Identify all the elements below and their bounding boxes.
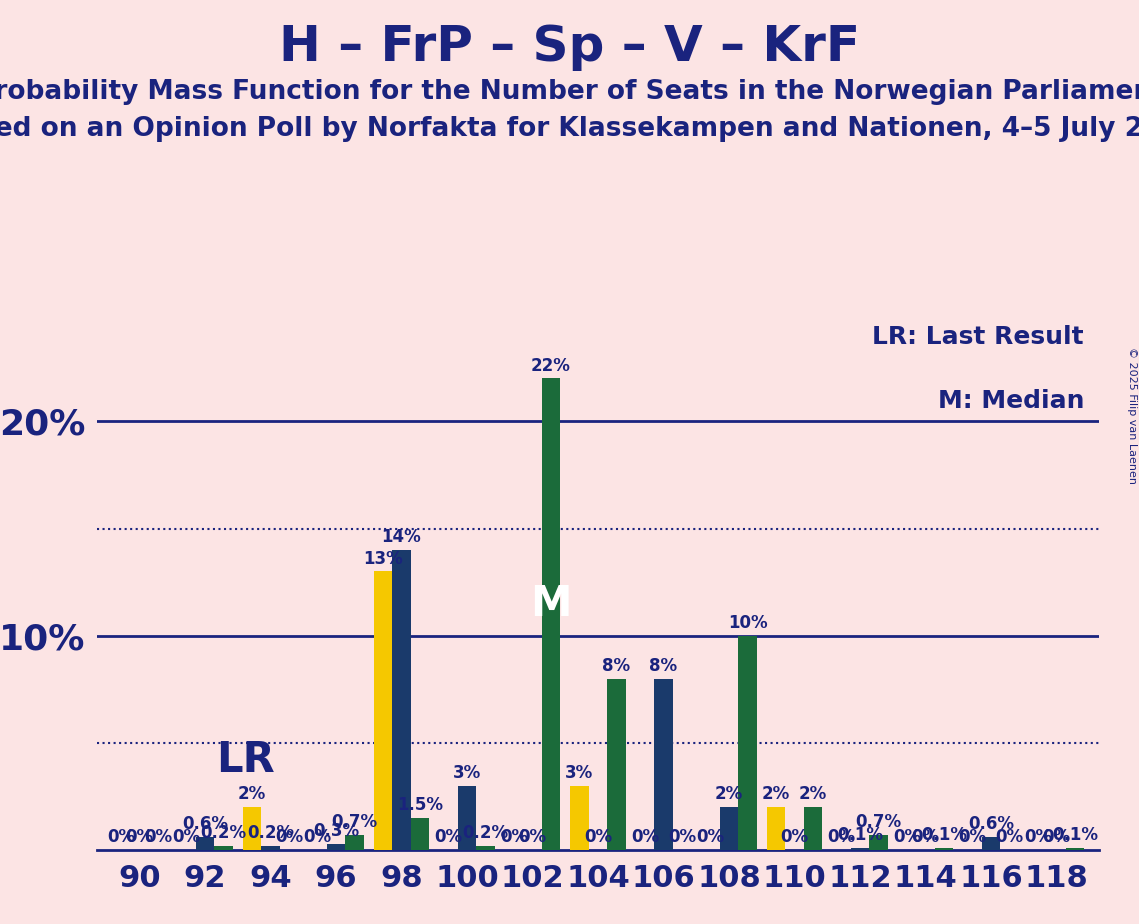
Bar: [804, 808, 822, 850]
Text: 0%: 0%: [631, 828, 659, 846]
Text: 3%: 3%: [565, 764, 593, 782]
Bar: [392, 550, 411, 850]
Text: 0%: 0%: [434, 828, 462, 846]
Text: 22%: 22%: [531, 357, 571, 374]
Text: 0.6%: 0.6%: [968, 815, 1014, 833]
Text: 13%: 13%: [363, 550, 403, 567]
Text: 0%: 0%: [500, 828, 528, 846]
Text: 0%: 0%: [144, 828, 172, 846]
Bar: [411, 818, 429, 850]
Text: M: M: [531, 583, 572, 625]
Text: 2%: 2%: [798, 785, 827, 803]
Text: 2%: 2%: [238, 785, 267, 803]
Text: 2%: 2%: [762, 785, 790, 803]
Bar: [1066, 848, 1084, 850]
Text: 0.6%: 0.6%: [182, 815, 228, 833]
Text: LR: LR: [216, 739, 274, 782]
Text: 8%: 8%: [603, 657, 631, 675]
Bar: [935, 848, 953, 850]
Text: 0%: 0%: [172, 828, 200, 846]
Text: M: Median: M: Median: [937, 389, 1084, 413]
Bar: [542, 379, 560, 850]
Text: 0.2%: 0.2%: [200, 824, 246, 842]
Text: 0%: 0%: [125, 828, 154, 846]
Text: 0.7%: 0.7%: [855, 813, 902, 832]
Text: 0.1%: 0.1%: [1052, 826, 1098, 845]
Text: 0%: 0%: [911, 828, 940, 846]
Text: 1.5%: 1.5%: [398, 796, 443, 814]
Text: Based on an Opinion Poll by Norfakta for Klassekampen and Nationen, 4–5 July 202: Based on an Opinion Poll by Norfakta for…: [0, 116, 1139, 141]
Bar: [738, 636, 756, 850]
Bar: [720, 808, 738, 850]
Text: 0%: 0%: [303, 828, 331, 846]
Text: 0.2%: 0.2%: [247, 824, 294, 842]
Text: LR: Last Result: LR: Last Result: [872, 325, 1084, 349]
Bar: [243, 808, 261, 850]
Bar: [851, 848, 869, 850]
Text: 0%: 0%: [274, 828, 303, 846]
Text: Probability Mass Function for the Number of Seats in the Norwegian Parliament: Probability Mass Function for the Number…: [0, 79, 1139, 104]
Text: 0%: 0%: [1042, 828, 1071, 846]
Text: 2%: 2%: [715, 785, 743, 803]
Text: 8%: 8%: [649, 657, 678, 675]
Text: 0%: 0%: [584, 828, 612, 846]
Text: 14%: 14%: [382, 529, 421, 546]
Text: 0%: 0%: [893, 828, 921, 846]
Bar: [345, 835, 363, 850]
Bar: [214, 845, 232, 850]
Text: 0%: 0%: [827, 828, 855, 846]
Text: 10%: 10%: [728, 614, 768, 632]
Text: 0%: 0%: [1024, 828, 1052, 846]
Bar: [607, 678, 625, 850]
Bar: [374, 571, 392, 850]
Text: 0%: 0%: [518, 828, 547, 846]
Text: 3%: 3%: [453, 764, 481, 782]
Text: 0.1%: 0.1%: [921, 826, 967, 845]
Bar: [327, 844, 345, 850]
Bar: [196, 837, 214, 850]
Bar: [869, 835, 888, 850]
Text: 0%: 0%: [780, 828, 809, 846]
Text: H – FrP – Sp – V – KrF: H – FrP – Sp – V – KrF: [279, 23, 860, 71]
Text: © 2025 Filip van Laenen: © 2025 Filip van Laenen: [1126, 347, 1137, 484]
Text: 0.1%: 0.1%: [837, 826, 883, 845]
Bar: [261, 845, 280, 850]
Text: 0%: 0%: [107, 828, 134, 846]
Text: 0%: 0%: [995, 828, 1024, 846]
Bar: [654, 678, 673, 850]
Bar: [982, 837, 1000, 850]
Bar: [571, 785, 589, 850]
Text: 0%: 0%: [667, 828, 696, 846]
Bar: [476, 845, 494, 850]
Text: 0%: 0%: [958, 828, 986, 846]
Bar: [767, 808, 785, 850]
Text: 0%: 0%: [696, 828, 724, 846]
Text: 0.3%: 0.3%: [313, 821, 359, 840]
Bar: [458, 785, 476, 850]
Text: 0.2%: 0.2%: [462, 824, 509, 842]
Text: 0.7%: 0.7%: [331, 813, 377, 832]
